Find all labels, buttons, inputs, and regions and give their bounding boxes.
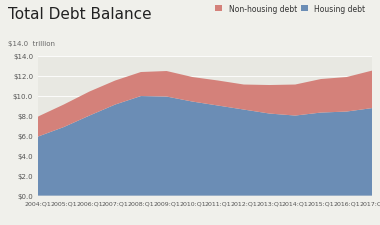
- Legend: Non-housing debt, Housing debt: Non-housing debt, Housing debt: [212, 2, 369, 16]
- Text: Total Debt Balance: Total Debt Balance: [8, 7, 151, 22]
- Text: $14.0  trillion: $14.0 trillion: [8, 40, 55, 47]
